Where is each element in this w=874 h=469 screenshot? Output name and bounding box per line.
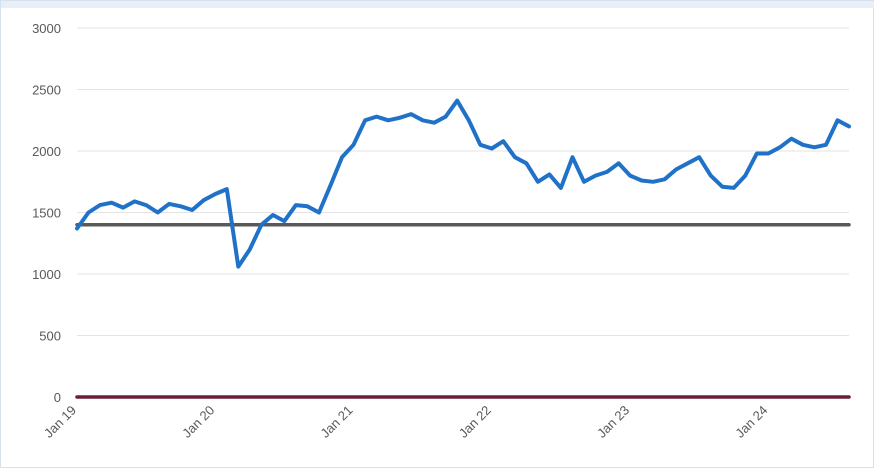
y-tick-label-3000: 3000 — [32, 21, 61, 36]
series-layer — [75, 98, 851, 399]
gridlines — [77, 27, 849, 336]
x-tick-label-jan-23: Jan 23 — [594, 403, 632, 441]
x-axis-ticks: Jan 19 Jan 20 Jan 21 Jan 22 Jan 23 Jan 24 — [41, 403, 771, 441]
x-tick-label-jan-19: Jan 19 — [41, 403, 79, 441]
y-tick-label-1000: 1000 — [32, 267, 61, 282]
y-tick-label-0: 0 — [54, 390, 61, 405]
price-series-line — [75, 98, 851, 269]
y-tick-label-2000: 2000 — [32, 144, 61, 159]
x-tick-label-jan-22: Jan 22 — [456, 403, 494, 441]
x-tick-label-jan-20: Jan 20 — [179, 403, 217, 441]
chart-title-strip — [1, 1, 874, 8]
x-tick-label-jan-24: Jan 24 — [732, 403, 770, 441]
y-axis-ticks: 0 500 1000 1500 2000 2500 3000 — [32, 21, 61, 405]
y-tick-label-500: 500 — [39, 329, 61, 344]
x-tick-label-jan-21: Jan 21 — [317, 403, 355, 441]
y-tick-label-1500: 1500 — [32, 206, 61, 221]
y-tick-label-2500: 2500 — [32, 83, 61, 98]
